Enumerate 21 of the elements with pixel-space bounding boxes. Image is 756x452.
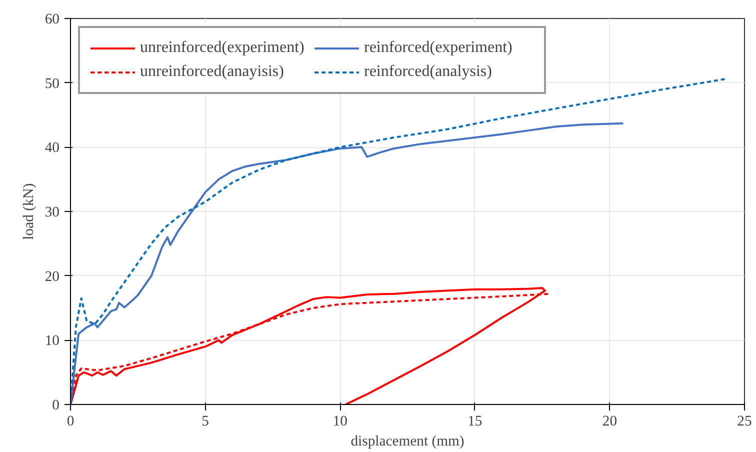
y-tick-label: 10 — [44, 333, 60, 350]
x-tick-label: 5 — [202, 414, 209, 430]
legend-label: reinforced(analysis) — [364, 63, 493, 81]
y-tick-label: 0 — [52, 398, 60, 414]
x-tick-label: 10 — [332, 414, 348, 430]
y-tick-label: 60 — [44, 12, 60, 28]
y-tick-label: 20 — [44, 268, 60, 285]
line-series — [70, 78, 727, 404]
line-series — [70, 122, 624, 404]
x-axis-title: displacement (mm) — [350, 434, 464, 450]
legend-label: unreinforced(experiment) — [140, 39, 306, 57]
x-tick-label: 15 — [468, 414, 482, 430]
y-tick-label: 50 — [44, 76, 60, 92]
legend-label: reinforced(experiment) — [364, 39, 514, 57]
x-tick-label: 0 — [66, 414, 74, 430]
legend-label: unreinforced(anayisis) — [140, 63, 285, 81]
y-tick-label: 40 — [44, 140, 60, 156]
x-tick-label: 25 — [737, 414, 752, 430]
x-tick-label: 20 — [602, 414, 618, 430]
y-tick-label: 30 — [44, 204, 60, 220]
y-axis-title: load (kN) — [20, 183, 37, 240]
